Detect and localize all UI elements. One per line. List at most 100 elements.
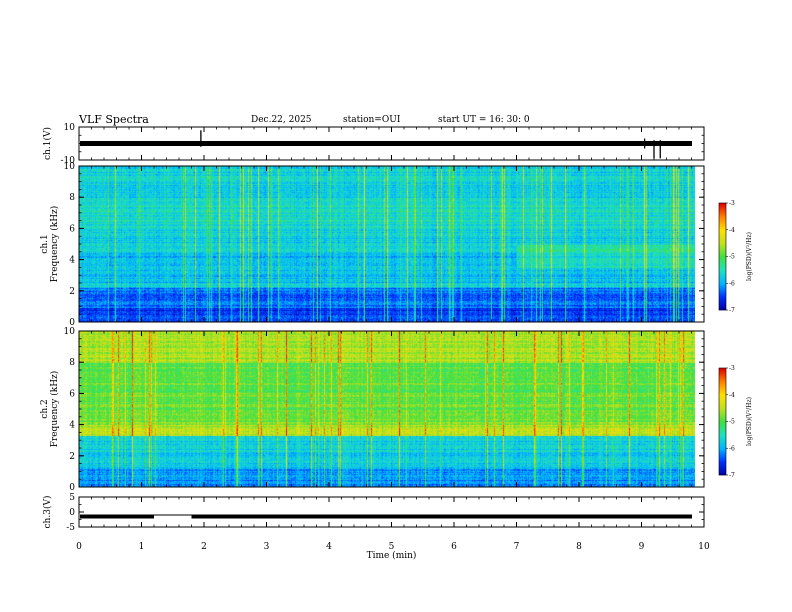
colorbar-swatch [719,404,726,406]
colorbar-label: log(PSD)(V²/Hz) [746,397,753,446]
colorbar-swatch [719,447,726,449]
x-tick-label: 9 [639,542,645,552]
y-tick-label: 4 [69,421,75,431]
ch2-channel-label: ch.2 [40,399,50,418]
colorbar-swatch [719,225,726,227]
colorbar-swatch [719,371,726,373]
colorbar-swatch [719,407,726,409]
colorbar-swatch [719,257,726,259]
colorbar-swatch [719,415,726,417]
x-tick-label: 4 [326,542,332,552]
ch1-channel-label: ch.1 [40,234,50,253]
colorbar-tick-label: -3 [729,365,735,372]
colorbar-swatch [719,233,726,235]
y-tick-label: -5 [66,523,75,533]
colorbar-swatch [719,299,726,301]
colorbar-swatch [719,309,726,311]
colorbar-swatch [719,205,726,207]
colorbar-swatch [719,460,726,462]
colorbar-swatch [719,442,726,444]
colorbar-swatch [719,383,726,385]
colorbar-swatch [719,283,726,285]
colorbar-swatch [719,448,726,450]
colorbar-swatch [719,413,726,415]
colorbar-swatch [719,466,726,468]
colorbar-swatch [719,438,726,440]
ch1-waveform-trace [80,141,692,146]
y-tick-label: 6 [69,389,75,399]
colorbar-swatch [719,439,726,441]
colorbar-swatch [719,406,726,408]
colorbar-swatch [719,305,726,307]
colorbar-swatch [719,207,726,209]
colorbar-swatch [719,391,726,393]
colorbar-swatch [719,213,726,215]
colorbar-swatch [719,463,726,465]
colorbar-swatch [719,400,726,402]
colorbar-swatch [719,222,726,224]
colorbar-swatch [719,426,726,428]
colorbar-swatch [719,377,726,379]
colorbar-swatch [719,289,726,291]
colorbar-swatch [719,385,726,387]
colorbar-swatch [719,294,726,296]
colorbar-swatch [719,245,726,247]
colorbar-swatch [719,402,726,404]
ch1-frequency-label: Frequency (kHz) [49,206,60,283]
colorbar-tick-label: -4 [729,227,735,234]
colorbar-swatch [719,428,726,430]
colorbar-swatch [719,470,726,472]
colorbar-swatch [719,304,726,306]
colorbar-swatch [719,300,726,302]
colorbar-swatch [719,396,726,398]
colorbar-swatch [719,298,726,300]
colorbar-swatch [719,280,726,282]
colorbar-swatch [719,259,726,261]
colorbar-swatch [719,398,726,400]
colorbar-swatch [719,417,726,419]
colorbar-swatch [719,218,726,220]
colorbar-swatch [719,423,726,425]
colorbar-swatch [719,276,726,278]
colorbar-swatch [719,419,726,421]
colorbar-swatch [719,223,726,225]
colorbar-swatch [719,302,726,304]
colorbar-swatch [719,420,726,422]
colorbar-swatch [719,401,726,403]
colorbar-swatch [719,454,726,456]
colorbar-swatch [719,210,726,212]
colorbar-swatch [719,369,726,371]
colorbar-swatch [719,468,726,470]
colorbar-swatch [719,296,726,298]
x-tick-label: 10 [698,542,710,552]
colorbar-swatch [719,273,726,275]
colorbar-swatch [719,472,726,474]
colorbar-swatch [719,291,726,293]
colorbar-swatch [719,469,726,471]
colorbar-swatch [719,234,726,236]
colorbar-swatch [719,221,726,223]
colorbar-swatch [719,203,726,205]
colorbar-swatch [719,239,726,241]
y-tick-label: 8 [69,358,75,368]
y-tick-label: 10 [64,162,76,172]
colorbar-swatch [719,370,726,372]
colorbar-swatch [719,238,726,240]
x-tick-label: 3 [264,542,270,552]
colorbar-swatch [719,416,726,418]
colorbar-swatch [719,227,726,229]
y-tick-label: 5 [69,493,75,503]
colorbar-swatch [719,414,726,416]
colorbar-swatch [719,282,726,284]
colorbar-swatch [719,379,726,381]
colorbar-swatch [719,261,726,263]
x-tick-label: 0 [76,542,82,552]
y-tick-label: 2 [69,452,75,462]
colorbar-swatch [719,431,726,433]
colorbar-swatch [719,301,726,303]
colorbar-swatch [719,231,726,233]
colorbar-swatch [719,462,726,464]
colorbar-swatch [719,262,726,264]
colorbar-swatch [719,292,726,294]
